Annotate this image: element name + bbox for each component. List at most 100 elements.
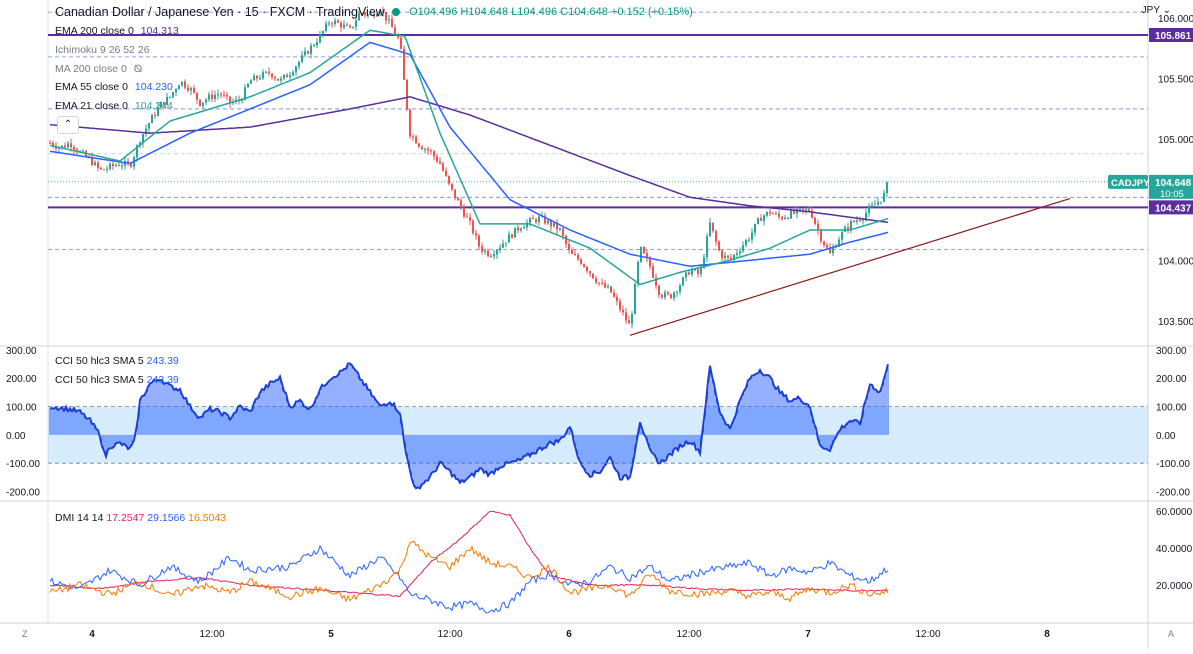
candle-body bbox=[247, 83, 249, 88]
candle-body bbox=[481, 246, 483, 252]
legend-ema55[interactable]: EMA 55 close 0 104.230 bbox=[55, 78, 177, 96]
legend-ichimoku[interactable]: Ichimoku 9 26 52 26 bbox=[55, 41, 154, 59]
candle-body bbox=[61, 145, 63, 148]
cci-legend-1[interactable]: CCI 50 hlc3 SMA 5 243.39 bbox=[55, 355, 179, 367]
candle-body bbox=[742, 245, 744, 252]
candle-body bbox=[337, 20, 339, 23]
candle-body bbox=[535, 219, 537, 223]
candle-body bbox=[451, 183, 453, 190]
candle-body bbox=[331, 23, 333, 25]
ohlc-readout: O104.496 H104.648 L104.496 C104.648 +0.1… bbox=[392, 6, 693, 18]
ohlc-values: O104.496 H104.648 L104.496 C104.648 +0.1… bbox=[409, 6, 693, 18]
candle-body bbox=[424, 148, 426, 150]
candle-body bbox=[262, 72, 264, 79]
legend-ema200[interactable]: EMA 200 close 0 104.313 bbox=[55, 22, 183, 40]
candle-body bbox=[784, 217, 786, 220]
candle-body bbox=[49, 142, 51, 144]
dmi-line-di bbox=[49, 544, 889, 614]
candle-body bbox=[199, 99, 201, 106]
candle-body bbox=[307, 51, 309, 54]
candle-body bbox=[388, 19, 390, 21]
currency-label[interactable]: JPY ⌄ bbox=[1142, 5, 1171, 16]
candle-body bbox=[100, 167, 102, 170]
candle-body bbox=[583, 264, 585, 267]
legend-ema21[interactable]: EMA 21 close 0 104.344 bbox=[55, 97, 177, 115]
candle-body bbox=[715, 231, 717, 242]
candle-body bbox=[106, 168, 108, 170]
candle-body bbox=[649, 258, 651, 267]
candle-body bbox=[55, 146, 57, 149]
candle-body bbox=[706, 236, 708, 258]
candle-body bbox=[427, 148, 429, 151]
candle-body bbox=[352, 26, 354, 28]
candle-body bbox=[229, 96, 231, 104]
candle-body bbox=[514, 227, 516, 238]
candle-body bbox=[511, 234, 513, 238]
cci-right-axis-tick: -100.00 bbox=[1156, 459, 1190, 470]
candle-body bbox=[787, 217, 789, 219]
time-axis-tick: 12:00 bbox=[676, 629, 701, 640]
candle-body bbox=[325, 23, 327, 31]
candle-body bbox=[823, 241, 825, 246]
zoom-button[interactable]: Z bbox=[22, 629, 28, 639]
candle-body bbox=[319, 34, 321, 43]
collapse-legend-button[interactable]: ⌃ bbox=[57, 116, 79, 134]
candle-body bbox=[760, 218, 762, 221]
candle-body bbox=[457, 198, 459, 201]
candle-body bbox=[208, 94, 210, 100]
legend-ema21-value: 104.344 bbox=[134, 100, 173, 112]
candle-body bbox=[562, 228, 564, 236]
cci-right-axis-tick: 300.00 bbox=[1156, 346, 1187, 357]
dmi-legend[interactable]: DMI 14 14 17.2547 29.1566 16.5043 bbox=[55, 512, 226, 524]
candle-body bbox=[58, 147, 60, 149]
candle-body bbox=[391, 19, 393, 28]
candle-body bbox=[370, 13, 372, 15]
cci-legend-2[interactable]: CCI 50 hlc3 SMA 5 243.39 bbox=[55, 374, 179, 386]
candle-body bbox=[736, 253, 738, 255]
cci-left-axis-tick: 200.00 bbox=[6, 374, 37, 385]
candle-body bbox=[643, 246, 645, 254]
candle-body bbox=[292, 72, 294, 76]
candle-body bbox=[544, 215, 546, 224]
eye-hidden-icon[interactable]: ⦰ bbox=[133, 63, 143, 75]
cci-pane bbox=[48, 362, 1148, 490]
auto-scale-button[interactable]: A bbox=[1168, 629, 1174, 639]
candle-body bbox=[832, 247, 834, 254]
candle-body bbox=[772, 213, 774, 215]
cci-line bbox=[49, 362, 889, 490]
candle-body bbox=[619, 301, 621, 310]
candle-body bbox=[745, 240, 747, 246]
legend-ichimoku-label: Ichimoku 9 26 52 26 bbox=[55, 44, 150, 56]
candle-body bbox=[466, 216, 468, 218]
candle-body bbox=[577, 255, 579, 260]
legend-ema21-label: EMA 21 close 0 bbox=[55, 100, 128, 112]
candle-body bbox=[70, 143, 72, 148]
candle-body bbox=[397, 34, 399, 38]
legend-ma200[interactable]: MA 200 close 0 ⦰ bbox=[55, 60, 146, 78]
cci-right-axis-tick: -200.00 bbox=[1156, 488, 1190, 499]
candle-body bbox=[853, 220, 855, 222]
candle-body bbox=[373, 13, 375, 17]
candle-body bbox=[499, 247, 501, 251]
candle-body bbox=[64, 145, 66, 148]
candle-body bbox=[703, 257, 705, 268]
candle-body bbox=[91, 157, 93, 166]
candle-body bbox=[313, 45, 315, 47]
candle-body bbox=[340, 22, 342, 28]
candle-body bbox=[67, 143, 69, 148]
candle-body bbox=[808, 209, 810, 211]
candle-body bbox=[505, 242, 507, 244]
candle-body bbox=[676, 291, 678, 293]
candle-body bbox=[490, 255, 492, 257]
dmi-pane bbox=[49, 510, 889, 614]
candle-body bbox=[673, 292, 675, 299]
candle-body bbox=[805, 209, 807, 211]
legend-ma200-label: MA 200 close 0 bbox=[55, 63, 127, 75]
candle-body bbox=[217, 94, 219, 96]
candle-body bbox=[190, 88, 192, 91]
candle-body bbox=[532, 218, 534, 220]
cci-left-axis-tick: -100.00 bbox=[6, 459, 40, 470]
candle-body bbox=[469, 217, 471, 221]
